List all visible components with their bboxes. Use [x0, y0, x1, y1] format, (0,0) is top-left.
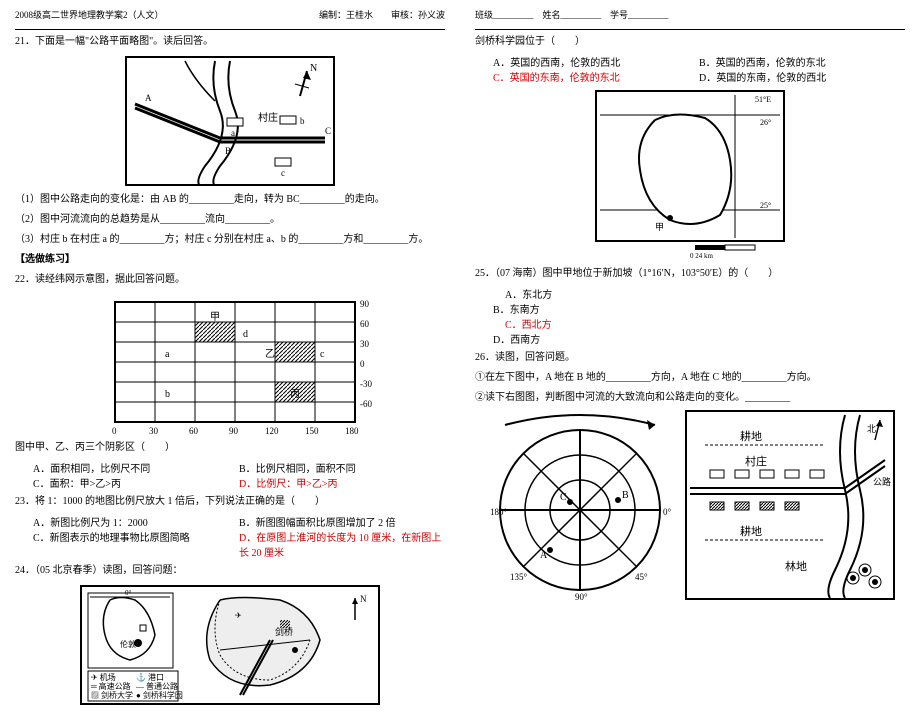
header-left: 2008级高二世界地理教学案2（人文）: [15, 8, 164, 21]
q22-opt-b: B．比例尺相同，面积不同: [239, 460, 445, 475]
svg-text:c: c: [320, 349, 325, 360]
fig-q22-lat-lon-grid: a 甲 d 乙 c b 丙 90 60 30 0 -30 -60 0 30: [85, 294, 375, 434]
svg-text:丙: 丙: [290, 389, 300, 400]
svg-text:✈ 机场: ✈ 机场: [91, 672, 116, 682]
svg-text:d: d: [243, 329, 248, 340]
divider: [15, 29, 445, 30]
q22-opt-d: D．比例尺：甲>乙>丙: [239, 475, 445, 490]
svg-text:120: 120: [265, 426, 279, 434]
svg-text:伦敦: 伦敦: [120, 639, 136, 649]
q21-2: （2）图中河流流向的总趋势是从_________流向_________。: [15, 212, 445, 228]
q26-1: ①在左下图中，A 地在 B 地的_________方向，A 地在 C 地的___…: [475, 370, 905, 386]
svg-text:26°: 26°: [760, 118, 771, 127]
svg-text:甲: 甲: [210, 312, 220, 323]
svg-text:村庄: 村庄: [745, 454, 767, 468]
fig-q26-village-map: 公路 村庄 耕地 耕地 林地: [685, 410, 895, 600]
svg-text:90: 90: [360, 299, 370, 309]
q26-2: ②读下右图图，判断图中河流的大致流向和公路走向的变化。_________: [475, 390, 905, 406]
svg-text:▨ 剑桥大学: ▨ 剑桥大学: [91, 690, 133, 700]
svg-text:甲: 甲: [655, 222, 664, 232]
svg-text:0: 0: [360, 359, 365, 369]
header-mid: 编制：王桂水 审核：孙义波: [319, 8, 445, 21]
svg-text:B: B: [622, 490, 629, 501]
svg-text:✈: ✈: [235, 611, 242, 620]
svg-text:45°: 45°: [635, 572, 648, 582]
svg-text:0°: 0°: [125, 589, 132, 597]
q26-stem: 26．读图，回答问题。: [475, 350, 905, 366]
svg-text:耕地: 耕地: [740, 524, 762, 538]
q23-opt-a: A．新图比例尺为 1：2000: [33, 514, 239, 529]
q24b-opt-a: A．英国的西南，伦敦的西北: [493, 54, 699, 69]
svg-text:-30: -30: [360, 379, 372, 389]
q24b-opt-c: C．英国的东南，伦敦的东北: [493, 69, 699, 84]
q24b-opt-d: D．英国的东南，伦敦的西北: [699, 69, 905, 84]
svg-text:═ 高速公路: ═ 高速公路: [90, 681, 131, 691]
svg-text:● 剑桥科学园: ● 剑桥科学园: [136, 690, 183, 700]
q24b-opt-b: B．英国的西南，伦敦的东北: [699, 54, 905, 69]
svg-text:135°: 135°: [510, 572, 528, 582]
svg-text:60: 60: [189, 426, 199, 434]
q23-opt-c: C．新图表示的地理事物比原图简略: [33, 529, 239, 559]
svg-text:A: A: [540, 550, 548, 561]
q23-stem: 23．将 1：1000 的地图比例尺放大 1 倍后，下列说法正确的是（ ）: [15, 494, 445, 510]
fig-q26-compass: A B C 180° 0° 45° 90° 135°: [485, 410, 675, 600]
q25-opt-b: B．东南方: [493, 301, 699, 316]
svg-text:耕地: 耕地: [740, 429, 762, 443]
svg-text:90: 90: [229, 426, 239, 434]
svg-text:a: a: [231, 128, 235, 138]
q23-opt-b: B．新图图幅面积比原图增加了 2 倍: [239, 514, 445, 529]
q22-opt-c: C．面积：甲>乙>丙: [33, 475, 239, 490]
svg-text:180°: 180°: [490, 507, 508, 517]
q21-3: （3）村庄 b 在村庄 a 的_________方；村庄 c 分别在村庄 a、b…: [15, 232, 445, 248]
fig-q25-singapore-map: 51°E 26° 25° 甲 0 24 km: [595, 90, 785, 260]
svg-text:25°: 25°: [760, 201, 771, 210]
q23-opt-d: D．在原图上淮河的长度为 10 厘米，在新图上长 20 厘米: [239, 529, 445, 559]
svg-text:北: 北: [867, 424, 876, 434]
divider: [475, 29, 905, 30]
svg-text:C: C: [325, 126, 331, 136]
q25-opt-c: C．西北方: [505, 316, 711, 331]
svg-text:村庄: 村庄: [258, 111, 278, 124]
q22-opt-a: A．面积相同，比例尺不同: [33, 460, 239, 475]
svg-text:b: b: [300, 116, 305, 126]
q21-1: （1）图中公路走向的变化是：由 AB 的_________走向，转为 BC___…: [15, 192, 445, 208]
svg-text:⚓ 港口: ⚓ 港口: [136, 672, 164, 682]
q25-stem: 25．（07 海南）图中甲地位于新加坡（1°16′N，103°50′E）的（ ）: [475, 266, 905, 282]
svg-text:180: 180: [345, 426, 359, 434]
svg-text:0: 0: [112, 426, 117, 434]
section-heading: 【选做练习】: [15, 252, 445, 268]
svg-text:N: N: [310, 63, 317, 74]
svg-text:30: 30: [149, 426, 159, 434]
svg-text:公路: 公路: [873, 476, 891, 487]
q25-opt-d: D．西南方: [493, 331, 699, 346]
svg-text:a: a: [165, 349, 170, 360]
svg-text:30: 30: [360, 339, 370, 349]
svg-text:N: N: [360, 594, 367, 604]
fig-q21-road-map: A B C a b 村庄 c N: [125, 56, 335, 186]
header-right: 班级_________ 姓名_________ 学号_________: [475, 8, 669, 21]
q21-stem: 21．下面是一幅"公路平面略图"。读后回答。: [15, 34, 445, 50]
q24-stem: 24．（05 北京春季）读图，回答问题：: [15, 563, 445, 579]
svg-text:-60: -60: [360, 399, 372, 409]
q22-sub: 图中甲、乙、丙三个阴影区（ ）: [15, 440, 445, 456]
q22-stem: 22．读经纬网示意图，据此回答问题。: [15, 272, 445, 288]
svg-text:c: c: [281, 168, 285, 178]
svg-text:0 24 km: 0 24 km: [690, 252, 714, 260]
q25-opt-a: A．东北方: [505, 286, 711, 301]
svg-text:B: B: [225, 146, 231, 156]
svg-text:51°E: 51°E: [755, 95, 771, 104]
svg-text:90°: 90°: [575, 592, 588, 600]
svg-text:60: 60: [360, 319, 370, 329]
svg-text:150: 150: [305, 426, 319, 434]
svg-text:乙: 乙: [265, 348, 275, 360]
svg-text:C: C: [560, 492, 567, 503]
svg-text:b: b: [165, 389, 170, 400]
svg-text:— 普通公路: — 普通公路: [135, 681, 178, 691]
fig-q24-cambridge-map: 伦敦 0° 剑桥 ✈ N: [80, 585, 380, 705]
q24b-stem: 剑桥科学园位于（ ）: [475, 34, 905, 50]
svg-text:林地: 林地: [785, 559, 807, 573]
svg-text:0°: 0°: [663, 507, 672, 517]
svg-text:A: A: [145, 93, 152, 103]
